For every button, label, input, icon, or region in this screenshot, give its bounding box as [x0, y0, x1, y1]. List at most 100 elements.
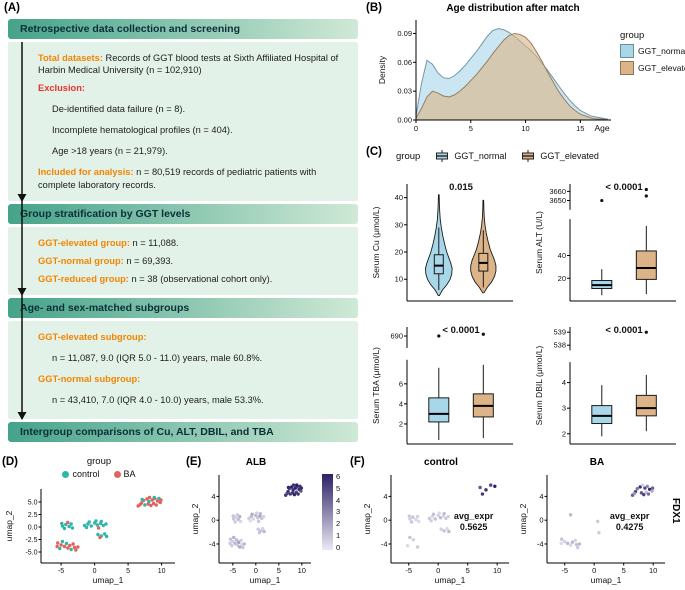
svg-text:2: 2: [399, 419, 403, 428]
flow-line: GGT-reduced group: n = 38 (observational…: [38, 273, 273, 284]
age-density-plot: 0.00 0.03 0.06 0.09 0 5 10 15 Age Density: [377, 20, 611, 133]
legend-title: group: [86, 456, 112, 467]
svg-text:avg_expr: avg_expr: [610, 511, 650, 521]
svg-text:umap_1: umap_1: [93, 575, 124, 585]
svg-text:690: 690: [390, 332, 403, 341]
svg-text:40: 40: [558, 251, 566, 260]
colorbar-tick: 0: [336, 542, 341, 552]
svg-text:538: 538: [553, 341, 566, 350]
colorbar-tick: 2: [336, 519, 341, 529]
flow-line: GGT-normal subgroup:: [38, 374, 141, 385]
boxplot-glyph-icon: [522, 150, 535, 162]
panel-c-label: (C): [366, 146, 382, 158]
svg-text:umap_2: umap_2: [362, 503, 372, 534]
panel-f-title-control: control: [424, 457, 458, 468]
panel-d-legend: group control BA: [24, 456, 174, 479]
flow-body: Total datasets: Records of GGT blood tes…: [8, 42, 358, 201]
flow-line: Included for analysis: n = 80,519 record…: [38, 167, 317, 190]
flow-line: GGT-elevated group: n = 11,088.: [38, 237, 179, 248]
flow-header: Age- and sex-matched subgroups: [8, 297, 358, 318]
flow-header: Group stratification by GGT levels: [8, 203, 358, 224]
serum-dbil-plot: 2 3 4 538 539 < 0.0001 Serum DBIL (μmol/L): [534, 325, 676, 445]
colorbar-tick: 1: [336, 531, 341, 541]
svg-text:0: 0: [93, 568, 97, 575]
svg-text:5: 5: [277, 566, 281, 575]
legend-item: GGT_normal: [620, 44, 685, 58]
panel-b-legend: group GGT_normal GGT_elevated: [620, 30, 685, 78]
svg-text:0.06: 0.06: [397, 58, 412, 67]
svg-text:10: 10: [649, 566, 657, 575]
svg-text:0: 0: [383, 516, 387, 525]
svg-text:Serum Cu (μmol/L): Serum Cu (μmol/L): [371, 206, 381, 278]
panel-b-label: (B): [366, 2, 382, 14]
svg-text:20: 20: [395, 248, 403, 257]
panel-e-title: ALB: [245, 457, 267, 468]
svg-text:3660: 3660: [549, 187, 566, 196]
flow-line: n = 11,087, 9.0 (IQR 5.0 - 11.0) years, …: [52, 352, 263, 363]
svg-text:10: 10: [493, 566, 501, 575]
colorbar-gradient: [322, 474, 333, 550]
colorbar-tick: 5: [336, 483, 341, 493]
panel-d-label: (D): [2, 456, 18, 468]
ggt-normal-swatch: [620, 44, 634, 58]
svg-text:10: 10: [395, 275, 403, 284]
svg-text:5: 5: [126, 568, 130, 575]
flow-body: GGT-elevated subgroup: n = 11,087, 9.0 (…: [8, 320, 358, 420]
svg-text:-4: -4: [537, 539, 544, 548]
svg-text:-4: -4: [381, 539, 388, 548]
svg-text:< 0.0001: < 0.0001: [605, 182, 643, 193]
flow-line: GGT-elevated subgroup:: [38, 331, 147, 342]
svg-text:5: 5: [622, 566, 626, 575]
svg-text:0: 0: [211, 516, 215, 525]
legend-label: GGT_elevated: [638, 63, 685, 73]
svg-text:0: 0: [539, 516, 543, 525]
legend-item: GGT_elevated: [520, 149, 599, 163]
panel-a: Retrospective data collection and screen…: [8, 16, 358, 443]
svg-text:4: 4: [562, 378, 566, 387]
svg-text:Serum TBA (μmol/L): Serum TBA (μmol/L): [371, 347, 381, 424]
fdx1-side-label: FDX1: [670, 498, 681, 524]
flow-body: GGT-elevated group: n = 11,088. GGT-norma…: [8, 226, 358, 295]
svg-text:0: 0: [436, 566, 440, 575]
svg-text:< 0.0001: < 0.0001: [605, 325, 643, 336]
svg-text:Serum DBIL (μmol/L): Serum DBIL (μmol/L): [534, 345, 544, 425]
svg-text:-5: -5: [405, 566, 412, 575]
umap-group-plot: 5.0 2.5 0.0 -2.5 -5.0 -5 0 5 10 umap_1 umap_2: [4, 489, 175, 585]
colorbar-tick: 6: [336, 472, 341, 481]
svg-text:Serum ALT (U/L): Serum ALT (U/L): [534, 211, 544, 274]
svg-text:10: 10: [158, 568, 166, 575]
svg-text:-5: -5: [229, 566, 236, 575]
svg-text:< 0.0001: < 0.0001: [442, 325, 480, 336]
svg-text:20: 20: [558, 274, 566, 283]
flow-header: Intergroup comparisons of Cu, ALT, DBIL,…: [8, 422, 358, 443]
control-dot-icon: [62, 471, 70, 479]
svg-text:2.5: 2.5: [28, 512, 38, 519]
svg-text:10: 10: [521, 124, 529, 133]
panel-a-label: (A): [4, 2, 20, 14]
svg-text:5: 5: [466, 566, 470, 575]
colorbar-tick: 4: [336, 495, 341, 505]
svg-text:umap_1: umap_1: [591, 575, 622, 585]
svg-text:6: 6: [399, 379, 403, 388]
svg-text:10: 10: [298, 566, 306, 575]
svg-text:-2.5: -2.5: [25, 537, 37, 544]
legend-title: group: [396, 150, 421, 162]
svg-text:0.09: 0.09: [397, 29, 412, 38]
flow-line: Age >18 years (n = 21,979).: [52, 146, 168, 157]
svg-text:539: 539: [553, 328, 566, 337]
legend-item: GGT_normal: [434, 149, 506, 163]
svg-text:avg_expr: avg_expr: [454, 511, 494, 521]
legend-title: group: [620, 30, 645, 41]
flow-line: Exclusion:: [38, 83, 86, 94]
svg-text:3650: 3650: [549, 196, 566, 205]
svg-text:5: 5: [469, 124, 473, 133]
umap-alb-plot: 4 0 -4 -5 0 5 10 umap_1 umap_2: [190, 475, 311, 585]
svg-text:0: 0: [414, 124, 418, 133]
flow-line: GGT-normal group: n = 69,393.: [38, 255, 174, 266]
panel-f-label: (F): [350, 456, 365, 468]
